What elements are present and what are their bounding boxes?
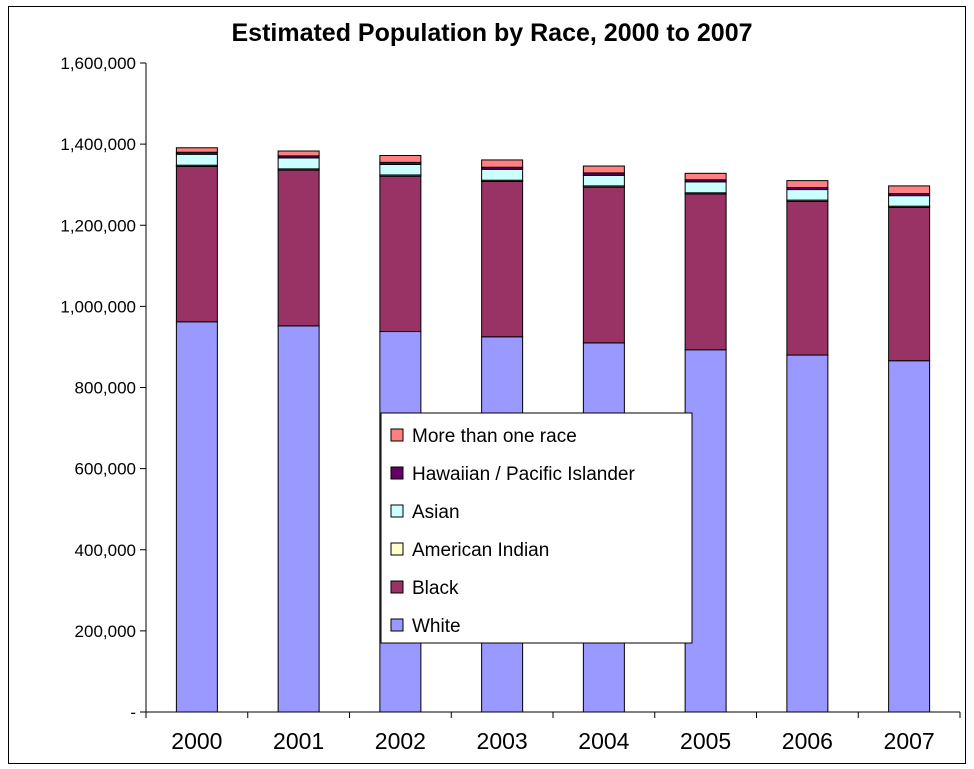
bar-segment (786, 189, 829, 201)
bar-segment (277, 169, 320, 327)
bar-segment (175, 321, 218, 713)
bar-segment (684, 181, 727, 194)
x-tick-label: 2006 (782, 728, 833, 754)
legend-swatch (390, 504, 404, 518)
bar-segment (888, 206, 931, 362)
y-tick-label: 200,000 (75, 622, 136, 641)
bar-segment (684, 193, 727, 351)
legend-label: Hawaiian / Pacific Islander (412, 464, 635, 485)
y-tick-label: 1,000,000 (60, 297, 136, 316)
bar-segment (175, 147, 218, 153)
chart-frame: Estimated Population by Race, 2000 to 20… (8, 6, 966, 764)
bar-segment (379, 163, 422, 176)
bar-segment (786, 354, 829, 713)
legend-label: American Indian (412, 540, 549, 561)
bar-segment (582, 165, 625, 174)
bars (175, 147, 931, 713)
bar-segment (888, 185, 931, 195)
legend-swatch (390, 428, 404, 442)
legend-swatch (390, 580, 404, 594)
y-tick-label: 1,400,000 (60, 135, 136, 154)
x-axis: 2000 2001 2002 2003 2004 2005 2006 2007 (145, 711, 961, 754)
y-tick-label: 400,000 (75, 541, 136, 560)
legend: More than one race Hawaiian / Pacific Isl… (380, 412, 693, 644)
x-tick-label: 2003 (477, 728, 528, 754)
bar-segment (481, 168, 524, 181)
x-tick-label: 2001 (273, 728, 324, 754)
bar-segment (379, 175, 422, 333)
y-tick-label: 600,000 (75, 460, 136, 479)
x-tick-label: 2002 (375, 728, 426, 754)
bar-segment (481, 159, 524, 168)
y-tick-label: 1,600,000 (60, 54, 136, 73)
bar-segment (175, 165, 218, 323)
bar-segment (379, 154, 422, 163)
bar-segment (277, 325, 320, 713)
legend-label: White (412, 616, 461, 637)
legend-label: More than one race (412, 426, 577, 447)
legend-swatch (390, 618, 404, 632)
bar-segment (786, 180, 829, 189)
legend-swatch (390, 466, 404, 480)
legend-box (380, 412, 693, 644)
y-tick-label: - (130, 703, 136, 722)
bar-segment (888, 195, 931, 207)
x-tick-label: 2005 (680, 728, 731, 754)
bar-segment (888, 360, 931, 713)
chart-title: Estimated Population by Race, 2000 to 20… (231, 19, 752, 47)
legend-swatch (390, 542, 404, 556)
bar-segment (277, 157, 320, 170)
bar-segment (481, 180, 524, 338)
bar-segment (786, 200, 829, 356)
x-tick-label: 2007 (884, 728, 935, 754)
bar-segment (277, 150, 320, 157)
bar-segment (684, 172, 727, 181)
bar-segment (582, 186, 625, 344)
legend-label: Black (412, 578, 459, 599)
y-axis: - 200,000 400,000 600,000 800,000 1,000,000 1,… (60, 54, 147, 722)
stacked-bar-chart: Estimated Population by Race, 2000 to 20… (60, 19, 961, 754)
bar-segment (582, 174, 625, 187)
y-tick-label: 1,200,000 (60, 216, 136, 235)
legend-label: Asian (412, 502, 460, 523)
y-tick-label: 800,000 (75, 379, 136, 398)
x-tick-label: 2004 (578, 728, 629, 754)
x-tick-label: 2000 (171, 728, 222, 754)
bar-segment (175, 153, 218, 166)
